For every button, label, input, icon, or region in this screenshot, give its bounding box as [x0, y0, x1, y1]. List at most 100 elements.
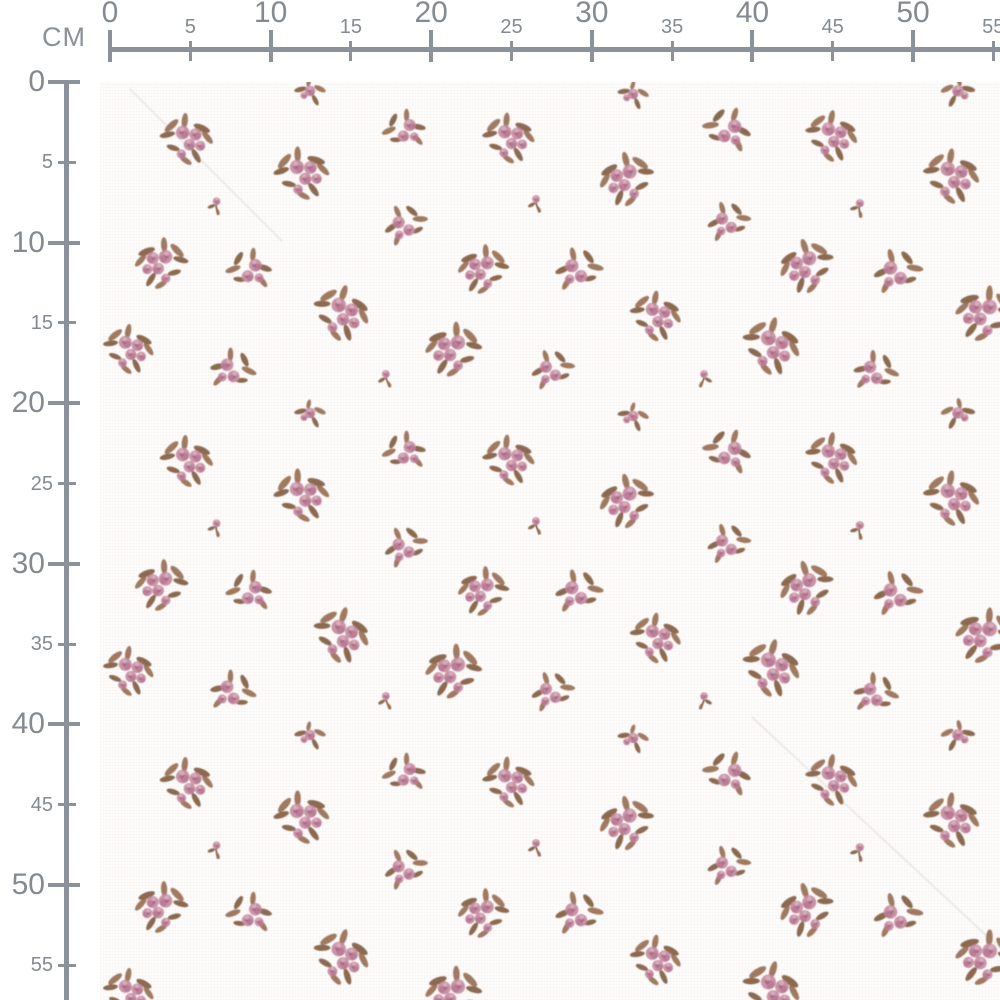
flower-bouquet-medium [385, 205, 428, 246]
flower-bud-tiny [378, 370, 392, 388]
top-ruler-number: 40 [735, 0, 770, 29]
left-ruler-number: 5 [41, 151, 53, 174]
flower-bouquet-large [955, 607, 1000, 663]
left-ruler-number: 15 [30, 311, 53, 334]
flower-bouquet-medium [707, 523, 752, 563]
flower-bouquet-large [482, 112, 535, 164]
left-ruler-tick-major [48, 883, 80, 887]
left-ruler-tick-minor [58, 963, 76, 967]
fabric-swatch [100, 82, 1000, 1000]
left-ruler-number: 45 [30, 793, 53, 816]
flower-bouquet-large [805, 432, 858, 484]
flower-bouquet-large [134, 881, 189, 933]
flower-bouquet-medium [873, 571, 924, 615]
flower-bouquet-large [482, 434, 535, 486]
left-ruler-number: 10 [11, 225, 45, 259]
flower-bud-tiny [528, 517, 542, 535]
left-ruler-tick-major [48, 80, 80, 84]
top-ruler-tick-major [750, 30, 755, 62]
flower-bouquet-medium [531, 350, 576, 390]
top-ruler-tick-minor [831, 41, 835, 61]
flower-bouquet-medium [555, 569, 604, 612]
left-ruler-number: 25 [30, 472, 53, 495]
flower-bouquet-large [159, 435, 213, 487]
floral-pattern [103, 82, 1000, 1000]
flower-bouquet-large [923, 470, 980, 526]
flower-bouquet-large [425, 965, 483, 1000]
flower-bud-tiny [207, 841, 221, 860]
flower-bouquet-large [780, 238, 834, 293]
flower-bud-tiny [850, 521, 864, 540]
flower-sprig-small [294, 399, 326, 428]
flower-bud-tiny [698, 692, 712, 710]
flower-sprig-small [617, 724, 649, 754]
flower-bouquet-medium [873, 893, 924, 937]
left-ruler-tick-major [48, 722, 80, 727]
flower-bouquet-large [600, 151, 654, 207]
flower-bouquet-large [458, 888, 510, 938]
flower-bouquet-medium [853, 671, 899, 710]
left-ruler-line [64, 80, 69, 1000]
flower-bouquet-large [425, 321, 483, 377]
flower-sprig-small [940, 720, 976, 751]
top-ruler-tick-minor [991, 41, 995, 61]
top-ruler-number: 5 [184, 16, 196, 38]
top-ruler-tick-minor [510, 41, 513, 61]
ruler-unit-label: CM [42, 22, 86, 52]
flower-bouquet-large [742, 317, 800, 375]
left-ruler-tick-minor [58, 482, 76, 485]
flower-bouquet-large [425, 643, 483, 699]
flower-bouquet-medium [385, 849, 428, 890]
flower-bouquet-medium [702, 751, 751, 796]
flower-bouquet-large [313, 607, 369, 663]
flower-bouquet-large [273, 146, 330, 200]
flower-bouquet-medium [381, 430, 426, 467]
top-ruler-number: 0 [101, 0, 119, 29]
flower-bouquet-large [313, 285, 369, 341]
flower-bud-tiny [850, 843, 864, 862]
flower-sprig-small [617, 82, 649, 110]
flower-bouquet-large [805, 110, 858, 162]
top-ruler-tick-minor [349, 41, 353, 61]
flower-bouquet-large [458, 566, 510, 616]
flower-bouquet-medium [555, 247, 604, 290]
flower-bouquet-large [629, 290, 681, 342]
left-ruler-number: 50 [11, 868, 45, 901]
flower-bouquet-large [600, 473, 654, 529]
left-ruler-tick-minor [58, 160, 76, 164]
flower-sprig-small [940, 398, 976, 429]
top-ruler-tick-minor [670, 41, 674, 61]
left-ruler-tick-minor [58, 321, 76, 325]
flower-bouquet-large [159, 757, 213, 809]
top-ruler-tick-major [911, 30, 915, 62]
flower-bouquet-large [458, 244, 510, 294]
flower-bouquet-large [780, 882, 834, 937]
flower-bouquet-large [103, 967, 154, 1000]
flower-bouquet-large [923, 792, 980, 848]
top-ruler-tick-minor [188, 41, 192, 61]
left-ruler-number: 0 [28, 65, 45, 98]
left-ruler-number: 30 [11, 546, 45, 580]
top-ruler-tick-major [108, 30, 112, 62]
top-ruler-number: 35 [660, 16, 684, 38]
flower-bouquet-large [629, 934, 681, 986]
top-ruler-tick-major [429, 30, 434, 62]
top-ruler-number: 20 [414, 0, 448, 29]
flower-bouquet-medium [853, 349, 899, 388]
flower-bouquet-large [134, 237, 189, 289]
flower-bud-tiny [207, 519, 221, 538]
flower-bouquet-medium [555, 891, 604, 934]
flower-bouquet-medium [225, 247, 272, 288]
flower-bud-tiny [850, 199, 864, 218]
flower-bouquet-large [313, 929, 369, 985]
left-ruler-tick-major [48, 561, 80, 566]
flower-bouquet-large [780, 560, 834, 615]
flower-bouquet-medium [707, 201, 752, 241]
flower-sprig-small [940, 82, 976, 107]
left-ruler-tick-minor [58, 803, 76, 807]
flower-bouquet-medium [381, 108, 426, 145]
flower-bouquet-medium [702, 429, 751, 474]
flower-bouquet-large [923, 148, 980, 204]
left-ruler-number: 35 [30, 633, 53, 656]
flower-bud-tiny [207, 197, 221, 216]
